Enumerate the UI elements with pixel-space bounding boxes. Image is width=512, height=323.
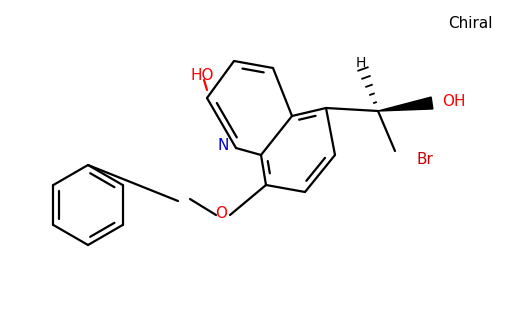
Text: N: N [217,139,229,153]
Polygon shape [378,97,433,111]
Text: HO: HO [190,68,214,82]
Text: H: H [356,56,366,70]
Text: OH: OH [442,93,466,109]
Text: Br: Br [417,151,434,166]
Text: O: O [215,206,227,222]
Text: Chiral: Chiral [448,16,492,30]
